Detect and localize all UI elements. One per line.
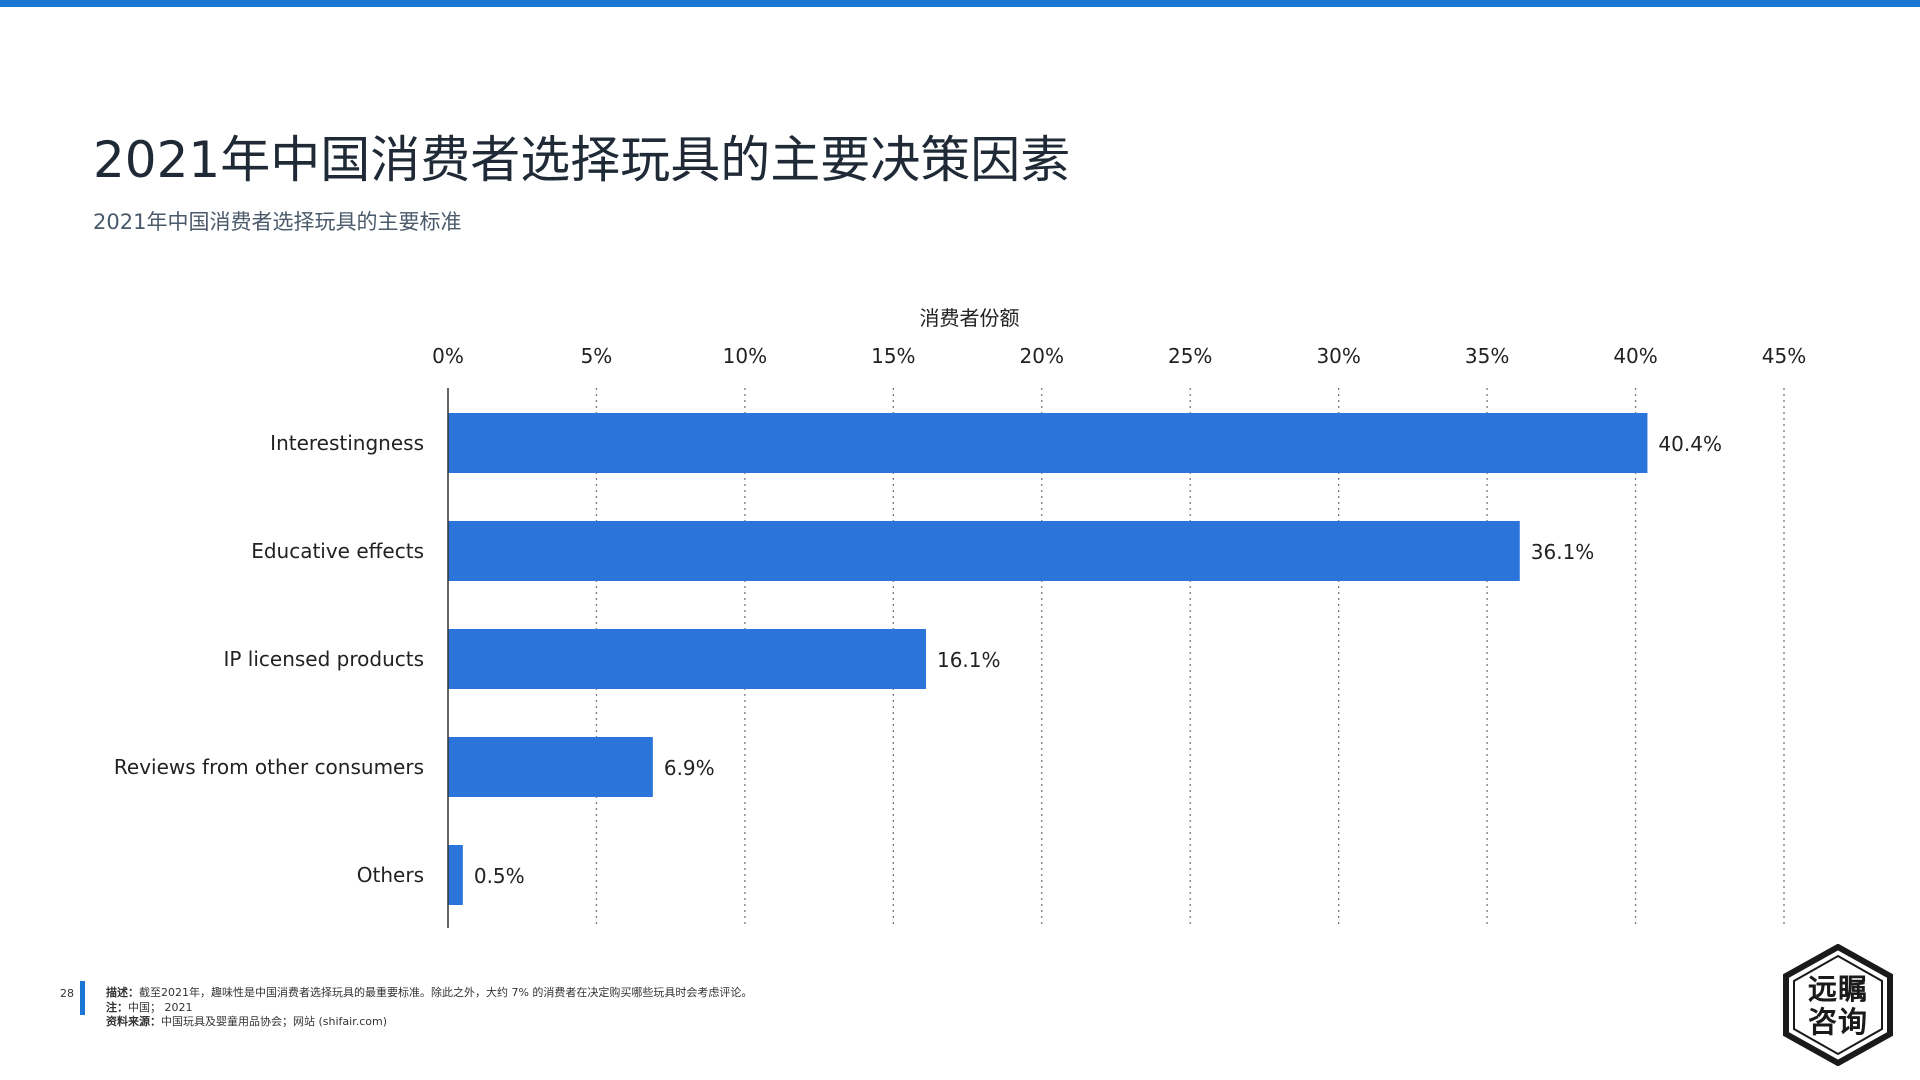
- x-tick-label: 35%: [1465, 344, 1509, 368]
- page-title: 2021年中国消费者选择玩具的主要决策因素: [93, 131, 1071, 189]
- x-tick-label: 15%: [871, 344, 915, 368]
- footer-source: 资料来源：中国玩具及婴童用品协会；网站 (shifair.com): [106, 1015, 388, 1028]
- company-logo: 远瞩 咨询: [1782, 943, 1894, 1067]
- category-label: IP licensed products: [223, 647, 424, 671]
- bar: [448, 629, 926, 689]
- x-tick-label: 30%: [1316, 344, 1360, 368]
- value-label: 36.1%: [1531, 540, 1595, 564]
- value-label: 0.5%: [474, 864, 525, 888]
- logo-hexagon-icon: [1783, 943, 1893, 1067]
- x-tick-label: 0%: [432, 344, 464, 368]
- value-label: 16.1%: [937, 648, 1001, 672]
- category-label: Reviews from other consumers: [114, 755, 424, 779]
- x-tick-label: 10%: [723, 344, 767, 368]
- footer-note: 注：中国； 2021: [106, 1000, 193, 1014]
- bar: [448, 521, 1520, 581]
- x-tick-label: 20%: [1020, 344, 1064, 368]
- page-subtitle: 2021年中国消费者选择玩具的主要标准: [93, 210, 462, 234]
- x-axis-title: 消费者份额: [920, 306, 1020, 330]
- value-label: 6.9%: [664, 756, 715, 780]
- footer-notes: 描述：截至2021年，趣味性是中国消费者选择玩具的最重要标准。除此之外，大约 7…: [106, 986, 752, 1030]
- x-tick-label: 25%: [1168, 344, 1212, 368]
- category-label: Others: [357, 863, 424, 887]
- x-tick-label: 5%: [581, 344, 613, 368]
- bar: [448, 845, 463, 905]
- footer-accent-bar: [80, 981, 85, 1015]
- logo-text: 远瞩 咨询: [1807, 972, 1868, 1039]
- x-tick-label: 45%: [1762, 344, 1806, 368]
- category-label: Educative effects: [251, 539, 424, 563]
- top-accent-bar: [0, 0, 1920, 7]
- bar: [448, 737, 653, 797]
- page-number: 28: [60, 987, 74, 1000]
- value-label: 40.4%: [1658, 432, 1722, 456]
- category-label: Interestingness: [270, 431, 424, 455]
- bar-chart: 消费者份额 0% 5% 10% 15% 20% 25% 30% 35% 40% 45% Interes…: [114, 306, 1806, 928]
- footer-description: 描述：截至2021年，趣味性是中国消费者选择玩具的最重要标准。除此之外，大约 7…: [106, 986, 753, 999]
- bar: [448, 413, 1648, 473]
- x-tick-label: 40%: [1613, 344, 1657, 368]
